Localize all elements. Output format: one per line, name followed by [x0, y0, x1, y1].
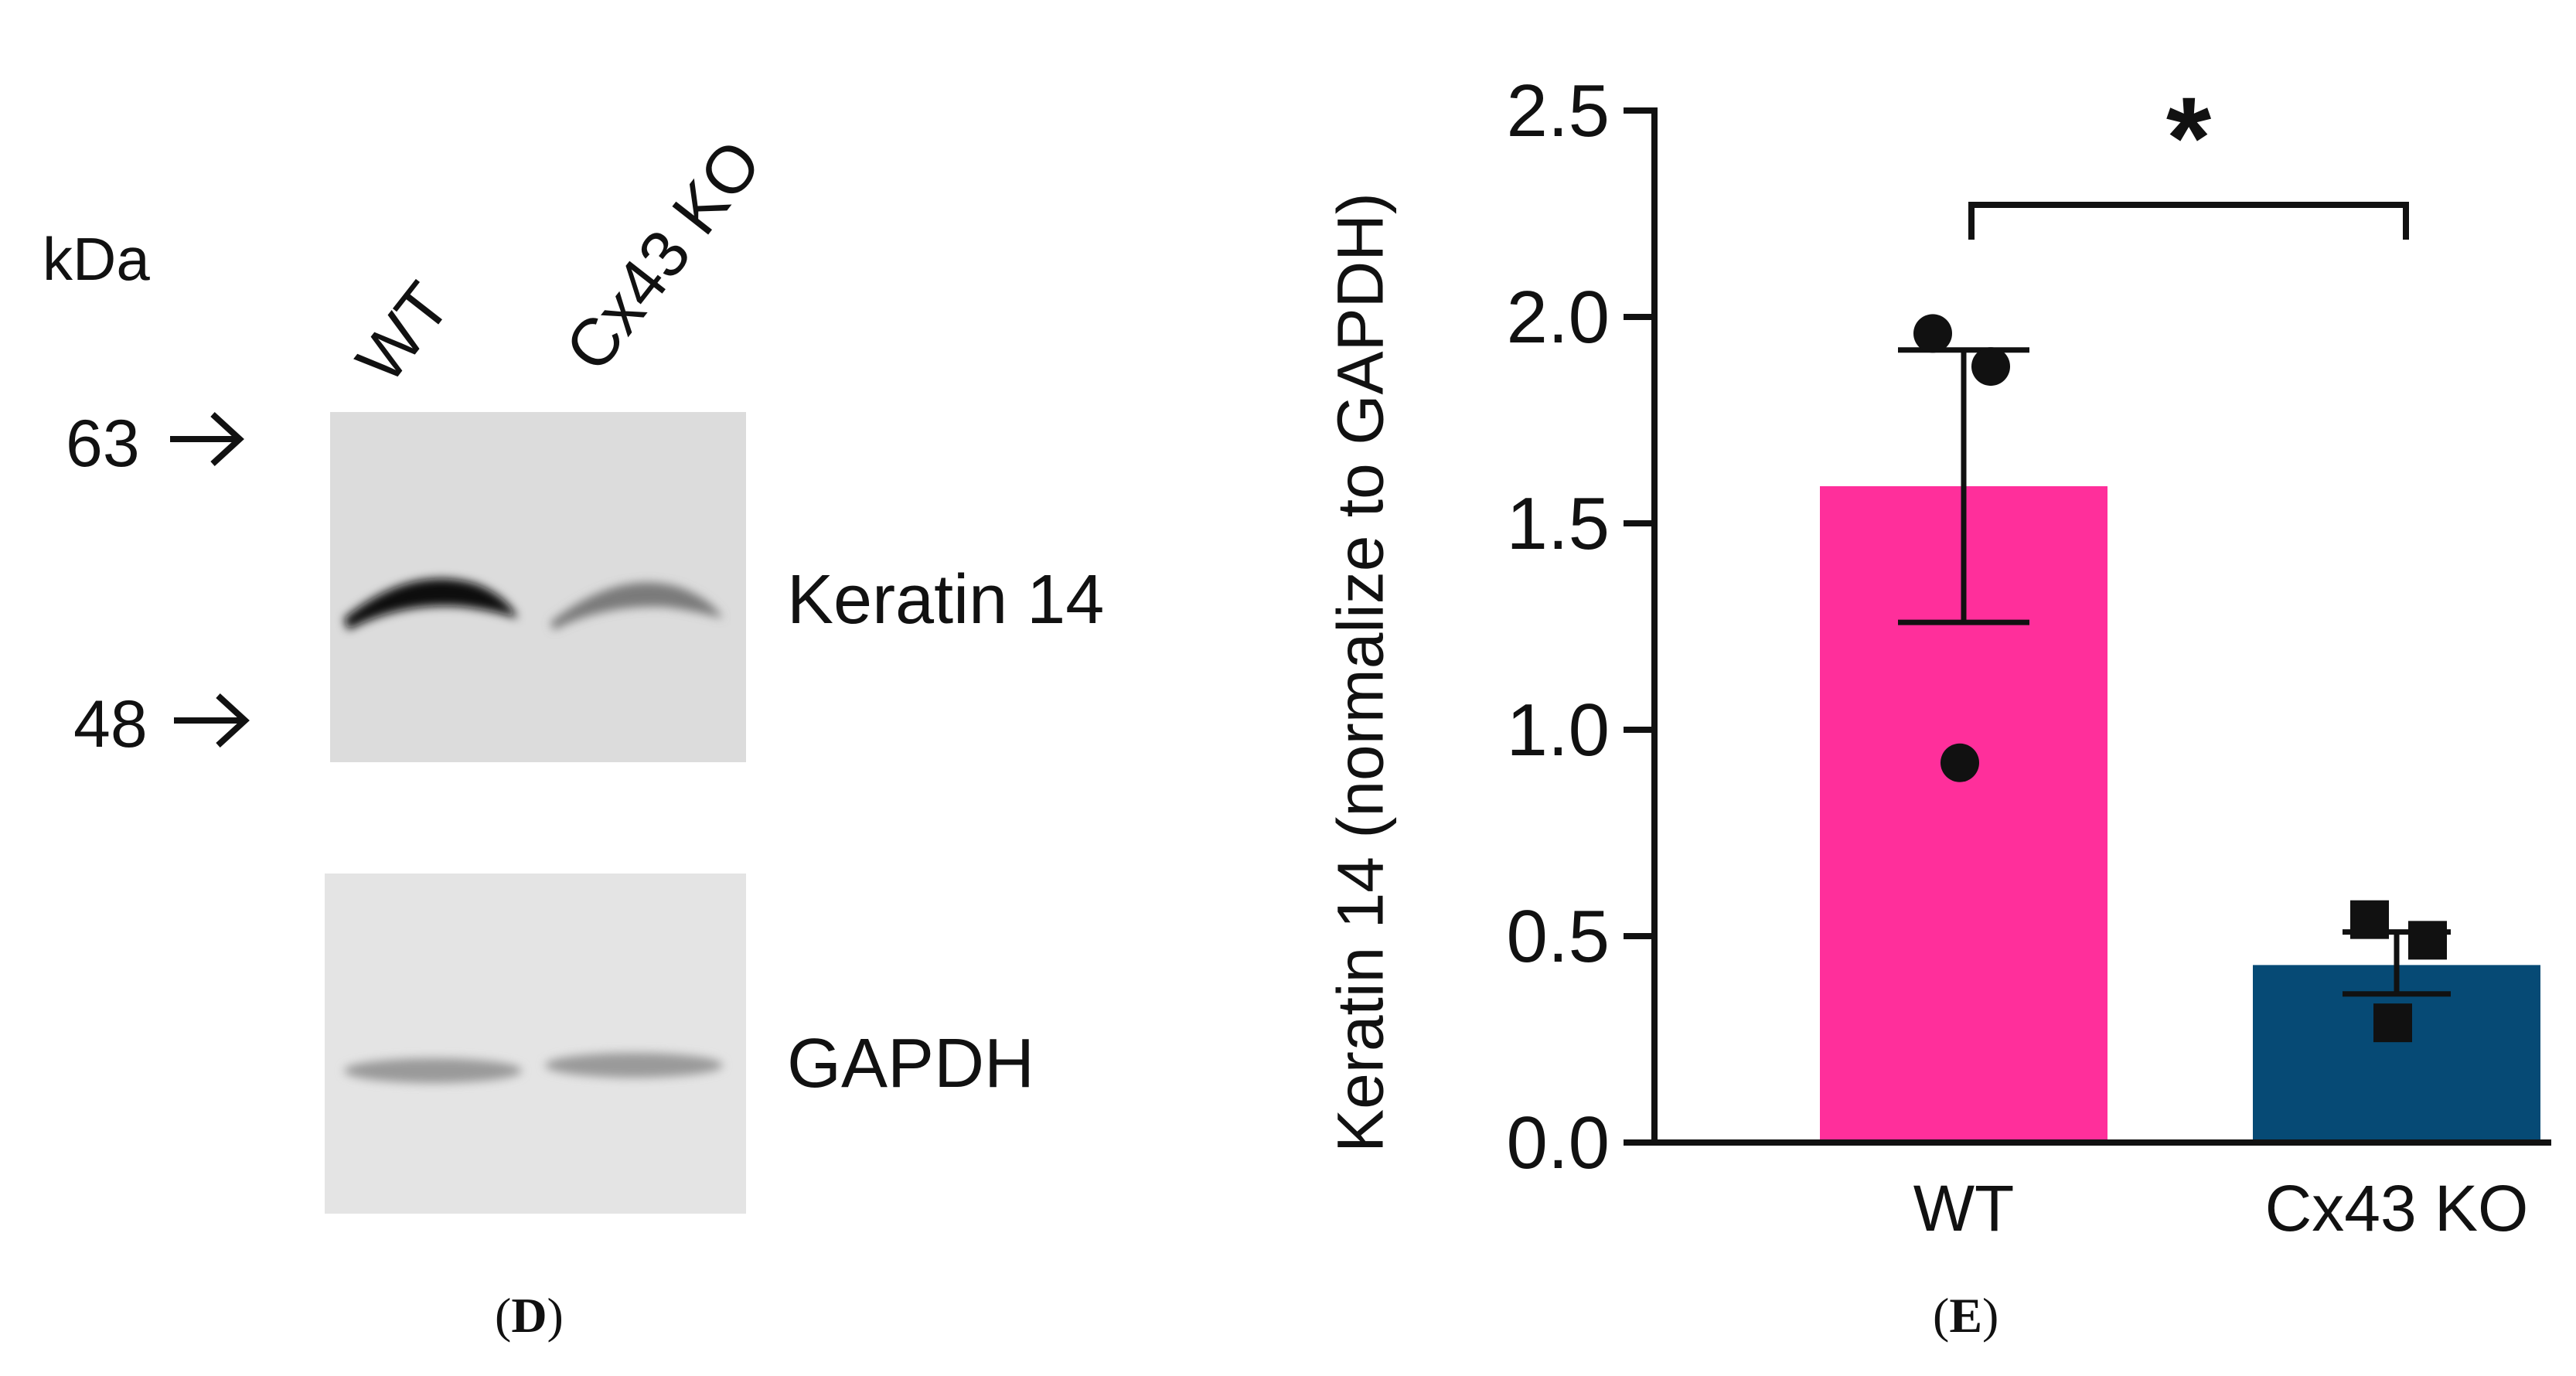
keratin14-band-ko [550, 582, 723, 630]
gapdh-band-wt [344, 1058, 522, 1083]
keratin14-band-wt [344, 578, 518, 630]
point-1-2 [2373, 1003, 2412, 1043]
arrow-48-icon [174, 693, 250, 748]
blot-label-gapdh: GAPDH [787, 1025, 1035, 1102]
gapdh-membrane [325, 874, 746, 1214]
marker-48-label: 48 [73, 687, 148, 761]
y-tick-label-5: 2.5 [1507, 70, 1610, 152]
y-tick-label-4: 2.0 [1507, 276, 1610, 359]
x-tick-label-0: WT [1913, 1172, 2015, 1245]
point-0-2 [1941, 743, 1979, 782]
blot-label-keratin14: Keratin 14 [787, 561, 1105, 639]
kda-label: kDa [43, 225, 150, 293]
y-axis-label: Keratin 14 (normalize to GAPDH) [1324, 192, 1397, 1153]
y-tick-label-1: 0.5 [1507, 895, 1610, 978]
y-tick-label-2: 1.0 [1507, 689, 1610, 771]
point-1-0 [2350, 900, 2389, 939]
y-tick-label-0: 0.0 [1507, 1102, 1610, 1184]
significance-bracket [1968, 202, 2409, 240]
marker-63-label: 63 [66, 407, 140, 481]
significance-star: * [2166, 73, 2212, 203]
gapdh-band-ko [545, 1053, 723, 1078]
point-1-1 [2408, 921, 2447, 960]
panel-e-label: (E) [1933, 1288, 1999, 1343]
y-tick-label-3: 1.5 [1507, 482, 1610, 565]
point-0-0 [1913, 314, 1952, 353]
x-tick-label-1: Cx43 KO [2265, 1172, 2529, 1245]
arrow-63-icon [170, 412, 244, 466]
point-0-1 [1971, 347, 2010, 387]
panel-d-label: (D) [495, 1288, 564, 1343]
